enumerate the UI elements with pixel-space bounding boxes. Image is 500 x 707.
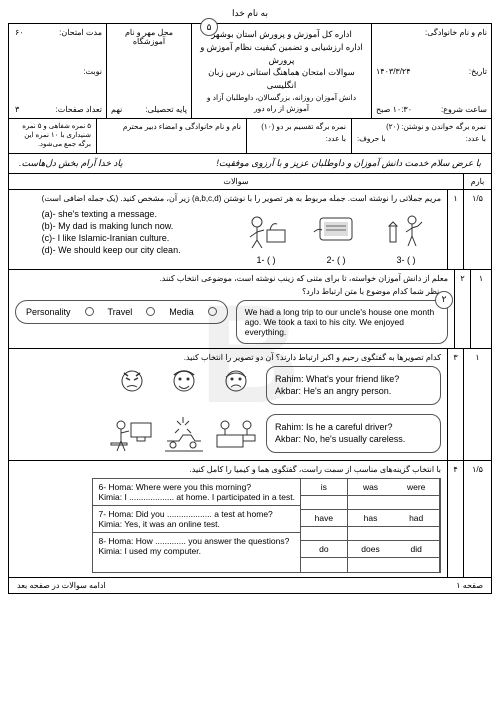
q2-bubble-num: ۲ bbox=[435, 291, 453, 309]
bismillah: به نام خدا bbox=[8, 8, 492, 19]
q2-radio3[interactable] bbox=[208, 307, 217, 316]
q4-o6-0[interactable]: is bbox=[300, 479, 347, 495]
q4-o6-1[interactable]: was bbox=[347, 479, 394, 495]
q1-l3[interactable]: 3- ( ) bbox=[397, 255, 416, 265]
teacher-label: نام و نام خانوادگی و امضاء دبیر محترم bbox=[102, 122, 241, 131]
q3-bubble-num: ۵ bbox=[200, 18, 218, 36]
footer-cont: ادامه سوالات در صفحه بعد bbox=[17, 581, 106, 590]
head-score: بارم bbox=[463, 174, 491, 189]
grade-value: نهم bbox=[111, 105, 122, 114]
q1-score: ۱/۵ bbox=[463, 190, 491, 269]
q3-pic1[interactable] bbox=[212, 366, 260, 408]
stamp-label: محل مهر و نام آموزشگاه bbox=[111, 28, 187, 46]
duration-value: ۶۰ bbox=[15, 28, 24, 37]
pages-value: ۳ bbox=[15, 105, 19, 114]
slogan1: با عرض سلام خدمت دانش آموزان و داوطلبان … bbox=[216, 158, 481, 169]
slogan2: یاد خدا آرام بخش دل‌هاست. bbox=[19, 158, 123, 169]
q1-l1[interactable]: 1- ( ) bbox=[257, 255, 276, 265]
num-label: با عدد: bbox=[466, 134, 486, 143]
div-label: نمره برگه تقسیم بر دو (۱۰) bbox=[252, 122, 346, 131]
header2-box: نمره برگه خواندن و نوشتن: (۲۰) با عدد: ب… bbox=[8, 119, 492, 153]
q3-pic2[interactable] bbox=[160, 366, 208, 408]
org3: سوالات امتحان هماهنگ استانی درس زبان انگ… bbox=[196, 66, 367, 92]
shift-label: نوبت: bbox=[15, 67, 102, 76]
name-label: نام و نام خانوادگی: bbox=[376, 28, 487, 37]
time-value: ۱۰:۳۰ صبح bbox=[376, 105, 412, 114]
footer: صفحه ۱ ادامه سوالات در صفحه بعد bbox=[8, 578, 492, 594]
q1-pic1 bbox=[241, 211, 291, 251]
time-label: ساعت شروع: bbox=[441, 105, 487, 114]
q4-r8b[interactable]: Kimia: I used my computer. bbox=[98, 546, 289, 556]
q4-r6a: 6- Homa: Where were you this morning? bbox=[98, 482, 295, 492]
q1-prompt: مریم جملاتی را نوشته است. جمله مربوط به … bbox=[42, 194, 441, 203]
q4-r6b[interactable]: Kimia: I ................... at home. I … bbox=[98, 492, 295, 502]
q4-o7-2[interactable]: had bbox=[393, 510, 439, 526]
q2-radio2[interactable] bbox=[146, 307, 155, 316]
q2-prompt: معلم از دانش آموزان خواسته، تا برای متنی… bbox=[15, 274, 448, 283]
q4-prompt: با انتخاب گزینه‌های مناسب از سمت راست، گ… bbox=[92, 465, 441, 474]
header-box: نام و نام خانوادگی: تاریخ: ۱۴۰۳/۳/۲۴ ساع… bbox=[8, 23, 492, 119]
pages-label: تعداد صفحات: bbox=[56, 105, 103, 114]
q1-c: (c)- I like Islamic-Iranian culture. bbox=[42, 233, 223, 243]
q1-l2[interactable]: 2- ( ) bbox=[327, 255, 346, 265]
q2-radio1[interactable] bbox=[85, 307, 94, 316]
grade-label: پایه تحصیلی: bbox=[145, 105, 187, 114]
read-score-label: نمره برگه خواندن و نوشتن: (۲۰) bbox=[357, 122, 486, 131]
org4: دانش آموزان روزانه، بزرگسالان، داوطلبان … bbox=[196, 92, 367, 115]
q4-r8a: 8- Homa: How ............. you answer th… bbox=[98, 536, 289, 546]
q4-o8-1[interactable]: does bbox=[347, 541, 394, 557]
q4-o6-2[interactable]: were bbox=[393, 479, 439, 495]
date-label: تاریخ: bbox=[469, 67, 487, 76]
q3-d2b: Akbar: No, he's usually careless. bbox=[275, 433, 432, 446]
q2-text: We had a long trip to our uncle's house … bbox=[245, 307, 435, 337]
q4-o7-1[interactable]: has bbox=[347, 510, 394, 526]
org1: اداره کل آموزش و پرورش استان بوشهر bbox=[196, 28, 367, 41]
q3-pic3[interactable] bbox=[108, 366, 156, 408]
q3-d2a: Rahim: Is he a careful driver? bbox=[275, 421, 432, 434]
q2-num: ۲ bbox=[454, 270, 470, 348]
slogan-row: با عرض سلام خدمت دانش آموزان و داوطلبان … bbox=[8, 154, 492, 174]
num-label2: با عدد: bbox=[252, 134, 346, 143]
q4-o8-2[interactable]: did bbox=[393, 541, 439, 557]
letter-label: با حروف: bbox=[357, 134, 386, 143]
q1-pic3 bbox=[381, 211, 431, 251]
q2-opt2: Travel bbox=[108, 307, 133, 317]
q4-o7-0[interactable]: have bbox=[300, 510, 347, 526]
q3-d1a: Rahim: What's your friend like? bbox=[275, 373, 432, 386]
q3-prompt: کدام تصویرها به گفتگوی رحیم و اکبر ارتبا… bbox=[108, 353, 441, 362]
q4-o8-0[interactable]: do bbox=[300, 541, 347, 557]
head-text: سوالات bbox=[9, 174, 463, 189]
questions-table: بارم سوالات ۱/۵ ۱ مریم جملاتی را نوشته ا… bbox=[8, 174, 492, 578]
org2: اداره ارزشیابی و تضمین کیفیت نظام آموزش … bbox=[196, 41, 367, 67]
q4-num: ۴ bbox=[447, 461, 463, 577]
q1-a: (a)- she's texting a message. bbox=[42, 209, 223, 219]
q3-d1b: Akbar: He's an angry person. bbox=[275, 385, 432, 398]
q1-d: (d)- We should keep our city clean. bbox=[42, 245, 223, 255]
q4-score: ۱/۵ bbox=[463, 461, 491, 577]
duration-label: مدت امتحان: bbox=[59, 28, 102, 37]
q1-b: (b)- My dad is making lunch now. bbox=[42, 221, 223, 231]
q2-options: Personality Travel Media bbox=[15, 300, 228, 324]
note: ۵ نمره شفاهی و ۵ نمره شنیداری با ۱۰ نمره… bbox=[14, 122, 91, 149]
q4-r7b[interactable]: Kimia: Yes, it was an online test. bbox=[98, 519, 272, 529]
q2-score: ۱ bbox=[470, 270, 491, 348]
q4-r7a: 7- Homa: Did you ................... a t… bbox=[98, 509, 272, 519]
q3-pic6[interactable] bbox=[108, 414, 156, 456]
q3-pic5[interactable] bbox=[160, 414, 208, 456]
q3-num: ۳ bbox=[447, 349, 463, 460]
date-value: ۱۴۰۳/۳/۲۴ bbox=[376, 67, 411, 76]
q2-opt1: Personality bbox=[26, 307, 71, 317]
q3-pic4[interactable] bbox=[212, 414, 260, 456]
footer-page: صفحه ۱ bbox=[456, 581, 483, 590]
q3-score: ۱ bbox=[463, 349, 491, 460]
q2-opt3: Media bbox=[169, 307, 194, 317]
q1-pic2 bbox=[311, 211, 361, 251]
q1-num: ۱ bbox=[447, 190, 463, 269]
q2-prompt2: به نظر شما کدام موضوع با متن ارتباط دارد… bbox=[15, 287, 448, 296]
